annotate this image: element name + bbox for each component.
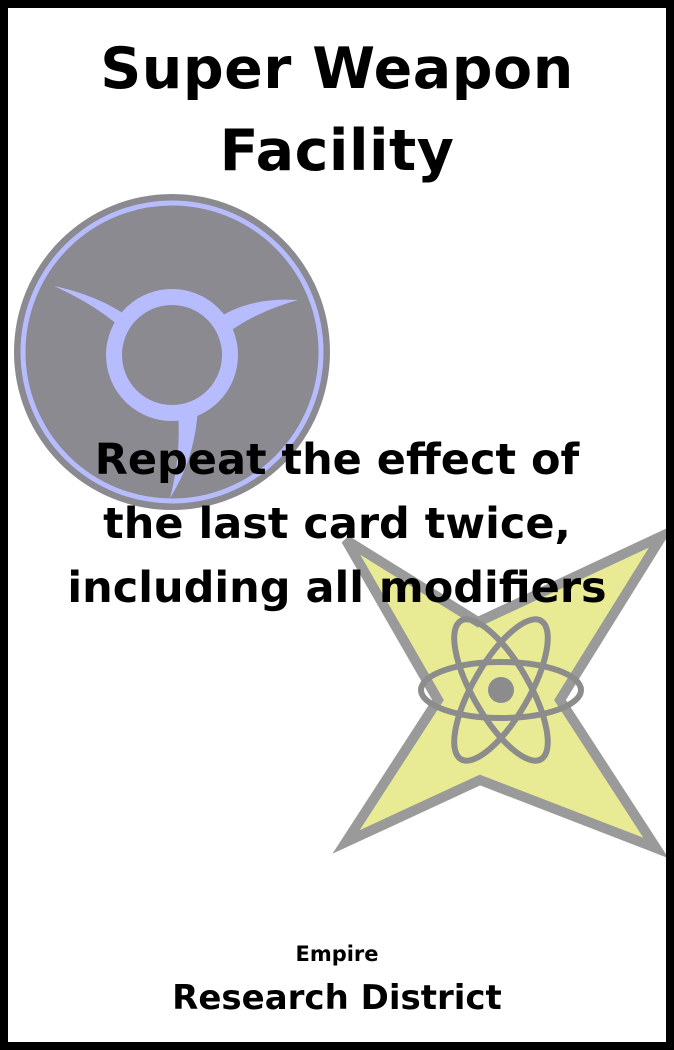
card-faction: Empire [295, 942, 379, 966]
card-effect-text: Repeat the effect of the last card twice… [8, 428, 666, 620]
card-effect-line: including all modifiers [67, 563, 607, 613]
card-district-type: Research District [172, 978, 502, 1018]
atom-star-icon [332, 528, 666, 858]
card-title: Super Weapon Facility [8, 28, 666, 192]
card-title-line: Super Weapon [100, 36, 574, 102]
card-effect-line: Repeat the effect of [94, 435, 580, 485]
card-title-line: Facility [219, 118, 455, 184]
empire-emblem-icon [14, 194, 330, 510]
card-effect-line: the last card twice, [103, 499, 571, 549]
